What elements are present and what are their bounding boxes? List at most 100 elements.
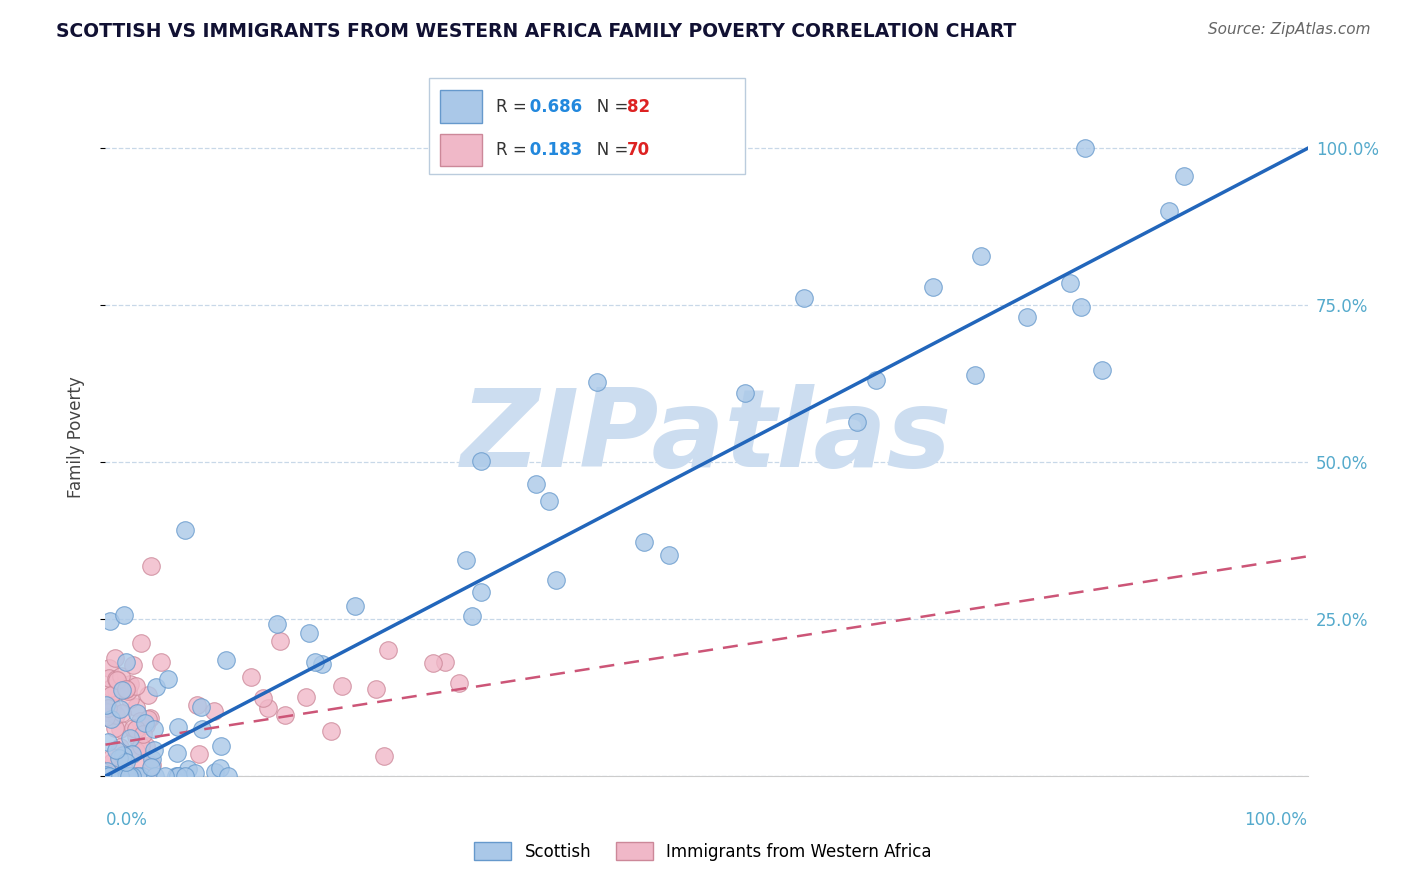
Point xyxy=(96,705,118,719)
Point xyxy=(108,702,131,716)
Point xyxy=(122,658,145,673)
Point xyxy=(110,669,132,683)
Text: ZIPatlas: ZIPatlas xyxy=(461,384,952,490)
Point xyxy=(257,701,280,715)
Point xyxy=(125,700,148,714)
Point xyxy=(239,670,262,684)
Point xyxy=(202,704,225,718)
Point xyxy=(447,675,470,690)
Point xyxy=(120,769,142,783)
Point xyxy=(121,747,143,761)
Point xyxy=(118,769,141,783)
Point xyxy=(846,416,869,430)
Text: 100.0%: 100.0% xyxy=(1244,811,1308,829)
Point xyxy=(865,373,887,387)
Point xyxy=(127,769,149,783)
Point xyxy=(190,700,212,714)
Point xyxy=(141,752,163,766)
Point xyxy=(105,743,128,757)
Point xyxy=(191,722,214,736)
Point xyxy=(96,764,118,779)
Point xyxy=(98,661,121,675)
Point xyxy=(434,655,457,669)
Point xyxy=(470,584,492,599)
Text: 0.686: 0.686 xyxy=(524,97,582,115)
Point xyxy=(274,708,297,723)
Text: 0.183: 0.183 xyxy=(524,141,582,159)
Point xyxy=(96,769,118,783)
Point xyxy=(96,709,118,723)
Point xyxy=(460,609,482,624)
Point xyxy=(114,682,136,697)
Point xyxy=(104,707,127,722)
Point xyxy=(105,673,128,688)
Point xyxy=(141,760,163,774)
Point xyxy=(111,757,134,772)
Point xyxy=(544,573,567,587)
Point xyxy=(131,769,153,783)
Point xyxy=(115,769,138,783)
Point xyxy=(422,656,444,670)
Point xyxy=(658,548,681,562)
Point xyxy=(165,769,187,783)
Point xyxy=(1074,141,1097,155)
Point xyxy=(252,690,274,705)
Point xyxy=(125,744,148,758)
Point xyxy=(136,688,159,702)
Text: N =: N = xyxy=(581,141,633,159)
Point xyxy=(97,706,120,720)
Point xyxy=(101,750,124,764)
Point xyxy=(134,715,156,730)
Point xyxy=(1091,363,1114,377)
Point xyxy=(141,558,163,573)
Point xyxy=(94,698,117,712)
Point xyxy=(104,721,127,735)
Point xyxy=(100,681,122,695)
Point xyxy=(793,291,815,305)
Point xyxy=(129,756,152,771)
Point xyxy=(104,672,127,686)
Point xyxy=(122,721,145,735)
Point xyxy=(118,677,141,691)
Point xyxy=(136,712,159,726)
Point xyxy=(173,769,195,783)
Point xyxy=(1159,203,1181,218)
Point xyxy=(101,755,124,769)
Point xyxy=(921,280,943,294)
Point xyxy=(970,249,993,263)
Point xyxy=(129,739,152,754)
Point xyxy=(117,683,139,698)
Point xyxy=(135,739,157,753)
Point xyxy=(377,642,399,657)
Point xyxy=(209,761,232,775)
Point xyxy=(456,553,478,567)
Text: 0.0%: 0.0% xyxy=(105,811,148,829)
Point xyxy=(186,698,208,712)
Point xyxy=(100,769,122,783)
Point xyxy=(97,734,120,748)
Point xyxy=(98,614,121,628)
Point xyxy=(118,747,141,762)
Point xyxy=(129,635,152,649)
Text: SCOTTISH VS IMMIGRANTS FROM WESTERN AFRICA FAMILY POVERTY CORRELATION CHART: SCOTTISH VS IMMIGRANTS FROM WESTERN AFRI… xyxy=(56,22,1017,41)
Point xyxy=(319,724,342,739)
Point xyxy=(118,731,141,745)
Point xyxy=(524,477,547,491)
Point xyxy=(1070,300,1092,314)
Point xyxy=(125,722,148,736)
Point xyxy=(217,769,239,783)
Point xyxy=(1017,310,1039,325)
Point xyxy=(538,493,561,508)
Point xyxy=(105,684,128,698)
Point xyxy=(1173,169,1195,183)
Point xyxy=(215,653,238,667)
Point xyxy=(188,747,211,762)
Point xyxy=(125,769,148,783)
Point xyxy=(167,769,190,783)
Point xyxy=(173,523,195,537)
Point xyxy=(135,769,157,783)
Point xyxy=(129,714,152,728)
Point xyxy=(266,617,288,632)
Point xyxy=(141,757,163,772)
Point xyxy=(586,375,609,389)
